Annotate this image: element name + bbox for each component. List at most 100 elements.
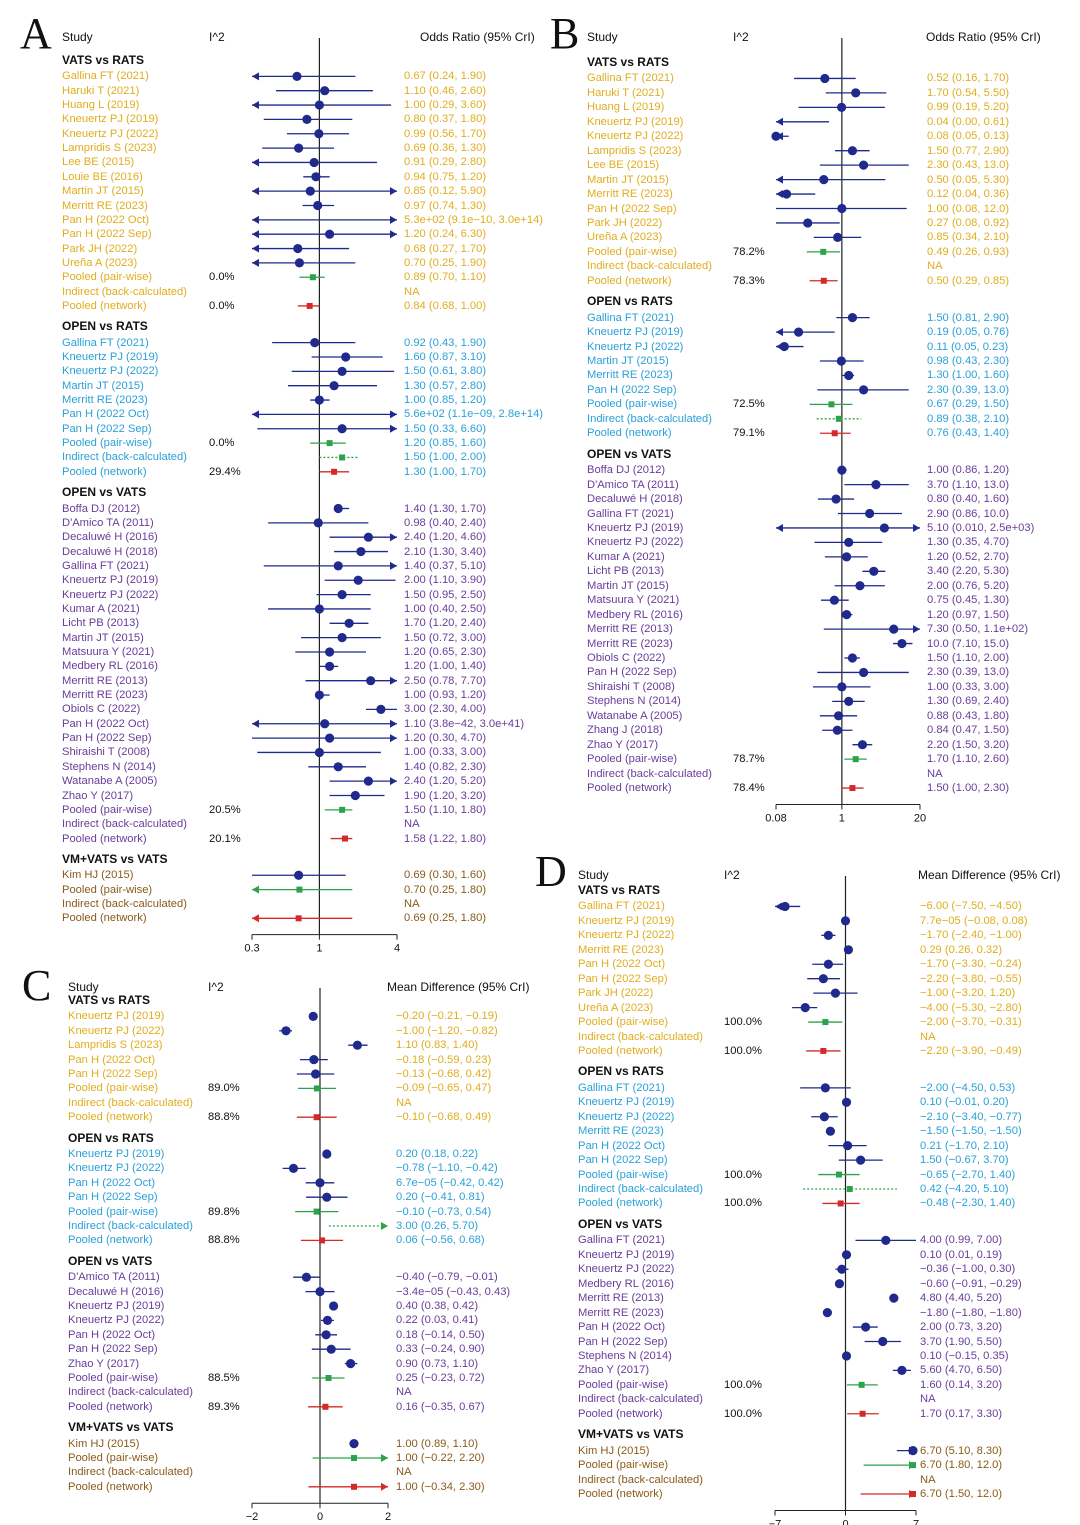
panel-b-estimate-header: Odds Ratio (95% CrI) <box>926 30 1041 44</box>
panel-b-estimate-text: 0.67 (0.29, 1.50) <box>927 398 1010 411</box>
panel-a-ci-arrow-left <box>252 914 259 923</box>
panel-a-point-estimate <box>363 532 374 542</box>
panel-a-point-estimate <box>350 790 360 801</box>
panel-a-study-label: Kneuertz PJ (2019) <box>62 351 159 363</box>
panel-a-group-title: VM+VATS vs VATS <box>62 851 168 866</box>
panel-a-estimate-text: 0.91 (0.29, 2.80) <box>404 156 487 169</box>
panel-a-estimate-text: 1.60 (0.87, 3.10) <box>404 351 487 363</box>
panel-a-study-label: Gallina FT (2021) <box>62 70 149 83</box>
panel-a-point-estimate <box>314 395 324 405</box>
panel-b-study-label: Kneuertz PJ (2019) <box>587 115 684 128</box>
panel-b-i2-value: 78.7% <box>733 753 765 766</box>
panel-b-estimate-text: 2.30 (0.39, 13.0) <box>927 383 1010 396</box>
panel-b-ci-arrow-left <box>776 132 783 141</box>
panel-b-estimate-text: 2.30 (0.43, 13.0) <box>927 159 1010 172</box>
panel-d-i2-value: 100.0% <box>724 1168 762 1181</box>
panel-a-estimate-text: 0.98 (0.40, 2.40) <box>404 516 487 529</box>
panel-c-letter: C <box>22 961 52 1010</box>
panel-b-estimate-text: 0.11 (0.05, 0.23) <box>927 340 1009 353</box>
panel-b-estimate-text: 1.30 (1.00, 1.60) <box>927 369 1010 382</box>
panel-c-point-estimate <box>322 1315 333 1325</box>
panel-a-study-label: Kim HJ (2015) <box>62 869 134 882</box>
panel-a-estimate-text: 1.30 (1.00, 1.70) <box>404 465 487 478</box>
panel-c-estimate-text: −3.4e−05 (−0.43, 0.43) <box>396 1285 511 1298</box>
panel-b-study-label: Zhao Y (2017) <box>587 738 659 751</box>
panel-a-i2-value: 20.5% <box>209 803 241 816</box>
panel-c-point-estimate <box>349 1439 359 1449</box>
panel-d-study-label: Zhao Y (2017) <box>578 1364 650 1377</box>
panel-d-point-estimate <box>823 930 833 940</box>
panel-c-estimate-text: −0.18 (−0.59, 0.23) <box>396 1053 492 1066</box>
panel-a-study-label: Martin JT (2015) <box>62 379 144 392</box>
panel-b-study-label: Obiols C (2022) <box>587 652 666 664</box>
panel-b-point-estimate <box>869 566 879 576</box>
panel-c-study-label: Pooled (pair-wise) <box>68 1372 159 1384</box>
panel-a-study-label: Stephens N (2014) <box>62 760 156 773</box>
panel-b-point-estimate <box>871 480 881 490</box>
panel-d-point-estimate <box>897 1365 907 1375</box>
panel-d-study-label: Merritt RE (2013) <box>578 1292 664 1305</box>
panel-d-study-label: Kneuertz PJ (2022) <box>578 1110 675 1123</box>
panel-a-pooled-estimate <box>342 835 349 842</box>
panel-d-study-label: Merritt RE (2023) <box>578 1125 664 1138</box>
panel-d-point-estimate <box>843 1141 853 1151</box>
panel-b-estimate-text: 7.30 (0.50, 1.1e+02) <box>927 623 1029 636</box>
panel-a-estimate-text: 1.70 (1.20, 2.40) <box>404 617 487 630</box>
panel-b-estimate-text: 0.12 (0.04, 0.36) <box>927 188 1010 201</box>
panel-a-study-label: Pooled (network) <box>62 912 147 925</box>
panel-c-study-header: Study <box>68 980 99 994</box>
panel-c-study-label: Kneuertz PJ (2022) <box>68 1162 165 1175</box>
panel-b-estimate-text: 0.76 (0.43, 1.40) <box>927 427 1010 440</box>
panel-d-estimate-text: −2.20 (−3.80, −0.55) <box>920 972 1022 985</box>
panel-a-estimate-text: 1.90 (1.20, 3.20) <box>404 789 487 802</box>
panel-c-point-estimate <box>281 1026 291 1036</box>
panel-a-point-estimate <box>292 71 302 81</box>
panel-a-point-estimate <box>313 200 323 211</box>
panel-c-point-estimate <box>308 1011 318 1022</box>
panel-b-point-estimate <box>837 465 847 475</box>
panel-a-point-estimate <box>294 258 305 268</box>
panel-b-ci-arrow-right <box>913 523 920 532</box>
panel-c-i2-value: 89.3% <box>208 1400 240 1413</box>
panel-b-estimate-text: 5.10 (0.010, 2.5e+03) <box>927 521 1035 534</box>
panel-d-point-estimate <box>837 1264 847 1274</box>
panel-b-study-label: Merritt RE (2023) <box>587 369 673 382</box>
panel-c-estimate-text: 6.7e−05 (−0.42, 0.42) <box>396 1176 504 1189</box>
panel-c-tick-label: 0 <box>317 1511 323 1523</box>
panel-c-estimate-text: 0.25 (−0.23, 0.72) <box>396 1372 485 1384</box>
panel-b-study-label: Huang L (2019) <box>587 101 665 114</box>
panel-b-study-label: Pan H (2022 Sep) <box>587 666 677 679</box>
panel-a-study-label: Kneuertz PJ (2019) <box>62 113 159 126</box>
panel-c-point-estimate <box>346 1359 356 1369</box>
panel-a-estimate-text: 1.20 (0.30, 4.70) <box>404 732 487 745</box>
panel-d-estimate-text: 1.60 (0.14, 3.20) <box>920 1378 1003 1391</box>
panel-b-study-label: Medbery RL (2016) <box>587 608 683 621</box>
panel-a-i2-value: 0.0% <box>209 437 235 450</box>
panel-b-study-label: Kumar A (2021) <box>587 550 665 563</box>
panel-a-point-estimate <box>294 143 304 153</box>
panel-a-estimate-text: 5.3e+02 (9.1e−10, 3.0e+14) <box>404 213 544 226</box>
panel-a-point-estimate <box>341 352 351 362</box>
panel-b-study-label: Watanabe A (2005) <box>587 709 683 722</box>
panel-a-estimate-text: 1.50 (1.10, 1.80) <box>404 803 487 816</box>
panel-a-ci-arrow-left <box>252 230 259 239</box>
panel-a-study-label: Matsuura Y (2021) <box>62 646 155 658</box>
panel-b-tick-label: 20 <box>914 813 926 825</box>
panel-a-estimate-text: 1.40 (0.82, 2.30) <box>404 760 487 773</box>
panel-b-ci-arrow-right <box>913 625 920 634</box>
panel-d-study-label: Gallina FT (2021) <box>578 1234 665 1247</box>
panel-a-ci-arrow-left <box>252 72 259 81</box>
panel-b-estimate-text: 1.20 (0.97, 1.50) <box>927 608 1010 621</box>
panel-b-estimate-text: 0.50 (0.05, 5.30) <box>927 173 1010 186</box>
panel-d-study-label: Pooled (network) <box>578 1407 663 1420</box>
panel-b-point-estimate <box>837 102 847 112</box>
panel-a-estimate-text: 1.00 (0.85, 1.20) <box>404 394 487 407</box>
panel-a-pooled-estimate <box>331 468 338 475</box>
panel-c-estimate-text: 0.22 (0.03, 0.41) <box>396 1314 479 1327</box>
panel-b-i2-value: 78.2% <box>733 245 765 258</box>
panel-b-study-label: Ureña A (2023) <box>587 231 663 244</box>
panel-b-study-label: Lee BE (2015) <box>587 159 660 172</box>
panel-d-point-estimate <box>800 1003 810 1013</box>
panel-c-estimate-text: 0.18 (−0.14, 0.50) <box>396 1328 485 1341</box>
panel-b-letter: B <box>550 9 580 58</box>
